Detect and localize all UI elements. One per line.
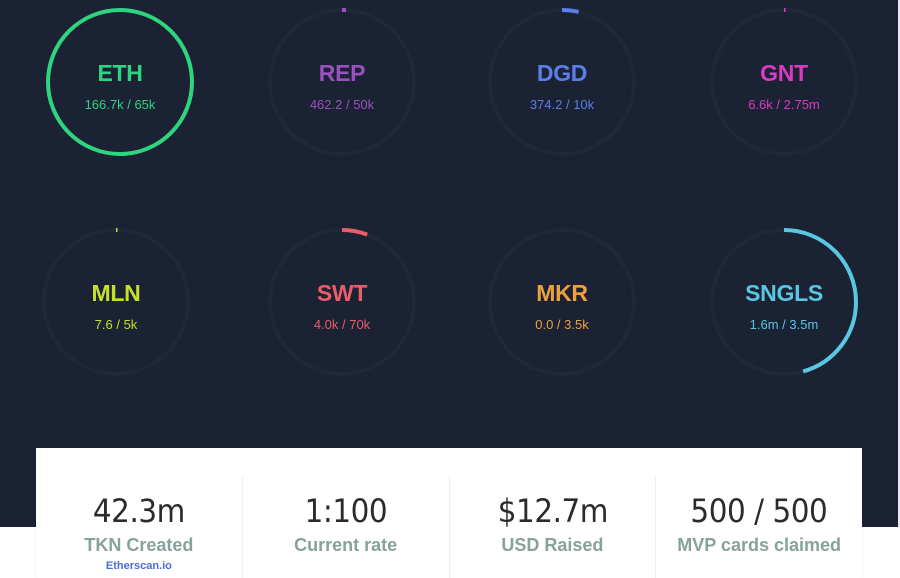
gauge-dgd: DGD 374.2 / 10k <box>482 2 642 162</box>
gauge-rep: REP 462.2 / 50k <box>262 2 422 162</box>
progress-ring <box>488 228 636 376</box>
stat-current-rate: 1:100 Current rate <box>243 476 450 578</box>
token-symbol: SNGLS <box>745 280 823 306</box>
progress-ring <box>710 228 858 376</box>
token-amount: 7.6 / 5k <box>94 317 138 332</box>
stat-tkn-created: 42.3m TKN Created Etherscan.io <box>36 476 243 578</box>
gauge-sngls: SNGLS 1.6m / 3.5m <box>704 222 864 382</box>
stat-label: TKN Created <box>84 535 194 555</box>
gauge-swt: SWT 4.0k / 70k <box>262 222 422 382</box>
token-symbol: DGD <box>536 60 588 86</box>
progress-ring <box>46 8 194 156</box>
gauge-mln: MLN 7.6 / 5k <box>36 222 196 382</box>
token-amount: 0.0 / 3.5k <box>535 317 589 332</box>
stat-mvp-cards: 500 / 500 MVP cards claimed <box>656 476 862 578</box>
stat-value: 42.3m <box>92 492 185 530</box>
page-edge <box>898 0 900 527</box>
token-symbol: REP <box>318 60 366 86</box>
gauge-eth: ETH 166.7k / 65k <box>40 2 200 162</box>
stats-panel: 42.3m TKN Created Etherscan.io 1:100 Cur… <box>36 448 862 578</box>
progress-ring <box>268 228 416 376</box>
token-symbol: SWT <box>316 280 368 306</box>
gauge-mkr: MKR 0.0 / 3.5k <box>482 222 642 382</box>
token-symbol: MKR <box>536 280 588 306</box>
token-gauges: ETH 166.7k / 65k REP 462.2 / 50k DGD 374.2 / … <box>36 2 864 382</box>
dark-background <box>0 0 898 527</box>
token-amount: 166.7k / 65k <box>84 97 156 112</box>
token-amount: 6.6k / 2.75m <box>748 97 820 112</box>
token-symbol: MLN <box>91 280 141 306</box>
progress-ring <box>488 8 636 156</box>
progress-ring <box>710 8 858 156</box>
stat-value: 1:100 <box>304 492 387 530</box>
etherscan-link[interactable]: Etherscan.io <box>105 560 172 572</box>
stat-value: 500 / 500 <box>690 492 828 530</box>
stat-usd-raised: $12.7m USD Raised <box>450 476 657 578</box>
progress-ring <box>268 8 416 156</box>
token-symbol: GNT <box>760 60 808 86</box>
stat-value: $12.7m <box>497 492 608 530</box>
token-amount: 462.2 / 50k <box>309 97 375 112</box>
stat-label: MVP cards claimed <box>677 535 841 555</box>
stat-label: USD Raised <box>501 535 604 555</box>
token-symbol: ETH <box>97 60 143 86</box>
gauge-gnt: GNT 6.6k / 2.75m <box>704 2 864 162</box>
token-amount: 1.6m / 3.5m <box>749 317 819 332</box>
stat-label: Current rate <box>294 535 398 555</box>
token-amount: 4.0k / 70k <box>313 317 371 332</box>
token-amount: 374.2 / 10k <box>529 97 595 112</box>
progress-ring <box>42 228 190 376</box>
